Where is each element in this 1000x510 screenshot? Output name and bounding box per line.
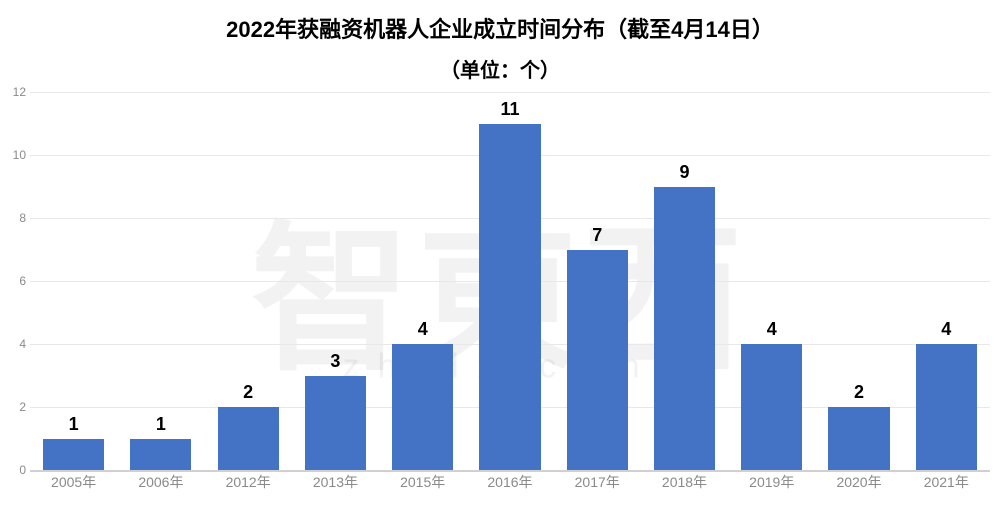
bar bbox=[741, 344, 802, 470]
bar-value-label: 4 bbox=[941, 319, 951, 340]
x-tick-label: 2005年 bbox=[30, 472, 117, 500]
y-tick-label: 10 bbox=[4, 148, 26, 162]
chart-container: 2022年获融资机器人企业成立时间分布（截至4月14日） （单位：个） 智東西 … bbox=[0, 0, 1000, 510]
bar-value-label: 3 bbox=[330, 351, 340, 372]
x-tick-label: 2015年 bbox=[379, 472, 466, 500]
bar-slot: 4 bbox=[379, 92, 466, 470]
x-tick-label: 2012年 bbox=[205, 472, 292, 500]
bar bbox=[305, 376, 366, 471]
y-tick-label: 2 bbox=[4, 400, 26, 414]
bar bbox=[43, 439, 104, 471]
y-tick-label: 6 bbox=[4, 274, 26, 288]
bar-value-label: 4 bbox=[418, 319, 428, 340]
bar-value-label: 11 bbox=[500, 99, 519, 120]
bar-value-label: 1 bbox=[156, 414, 166, 435]
bar-value-label: 2 bbox=[243, 382, 253, 403]
x-tick-label: 2013年 bbox=[292, 472, 379, 500]
y-tick-label: 12 bbox=[4, 85, 26, 99]
x-tick-label: 2019年 bbox=[728, 472, 815, 500]
x-tick-label: 2018年 bbox=[641, 472, 728, 500]
x-tick-label: 2017年 bbox=[554, 472, 641, 500]
bar-slot: 11 bbox=[466, 92, 553, 470]
x-tick-label: 2006年 bbox=[117, 472, 204, 500]
bar-value-label: 4 bbox=[767, 319, 777, 340]
y-tick-label: 0 bbox=[4, 463, 26, 477]
bar-value-label: 9 bbox=[679, 162, 689, 183]
bar bbox=[654, 187, 715, 471]
bar-slot: 7 bbox=[554, 92, 641, 470]
x-axis-labels: 2005年2006年2012年2013年2015年2016年2017年2018年… bbox=[30, 472, 990, 500]
bar bbox=[218, 407, 279, 470]
bar-slot: 4 bbox=[903, 92, 990, 470]
bar-slot: 1 bbox=[30, 92, 117, 470]
plot-area: 024681012112341179424 bbox=[30, 92, 990, 472]
x-tick-label: 2020年 bbox=[815, 472, 902, 500]
bar-slot: 9 bbox=[641, 92, 728, 470]
bar-slot: 3 bbox=[292, 92, 379, 470]
chart-subtitle: （单位：个） bbox=[0, 44, 1000, 83]
chart-title: 2022年获融资机器人企业成立时间分布（截至4月14日） bbox=[0, 0, 1000, 44]
bar-slot: 2 bbox=[815, 92, 902, 470]
bar-slot: 2 bbox=[205, 92, 292, 470]
bar-value-label: 1 bbox=[69, 414, 79, 435]
bar bbox=[479, 124, 540, 471]
bar bbox=[567, 250, 628, 471]
bar-value-label: 7 bbox=[592, 225, 602, 246]
bar bbox=[916, 344, 977, 470]
x-tick-label: 2016年 bbox=[466, 472, 553, 500]
bar-value-label: 2 bbox=[854, 382, 864, 403]
bar bbox=[392, 344, 453, 470]
bars: 112341179424 bbox=[30, 92, 990, 470]
bar bbox=[130, 439, 191, 471]
bar bbox=[828, 407, 889, 470]
y-tick-label: 8 bbox=[4, 211, 26, 225]
y-tick-label: 4 bbox=[4, 337, 26, 351]
bar-slot: 1 bbox=[117, 92, 204, 470]
bar-slot: 4 bbox=[728, 92, 815, 470]
x-tick-label: 2021年 bbox=[903, 472, 990, 500]
